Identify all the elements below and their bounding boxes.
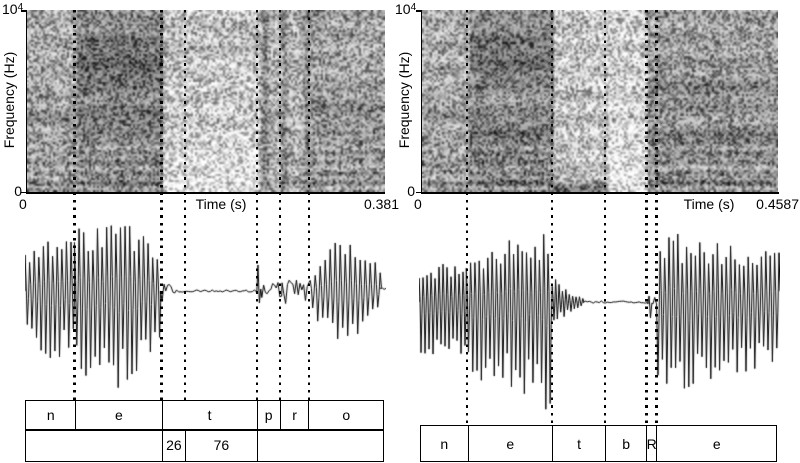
left-x-axis-title: Time (s) bbox=[195, 196, 247, 212]
right-segment-cell: e bbox=[656, 426, 776, 461]
right-y-max-exponent: 4 bbox=[410, 2, 417, 13]
left-segment-boundary-dotted-line bbox=[73, 10, 76, 400]
left-x-end-label: 0.381 bbox=[363, 196, 399, 212]
left-segment-boundary-dotted-line bbox=[307, 10, 311, 400]
left-x-axis-line bbox=[25, 192, 385, 194]
right-segment-boundary-dotted-line bbox=[550, 10, 554, 425]
right-segment-boundary-dotted-line bbox=[655, 10, 658, 425]
right-segment-cell: t bbox=[552, 426, 605, 461]
left-y-axis-bottom-tick bbox=[21, 191, 26, 194]
left-segment-boundary-dotted-line bbox=[278, 10, 282, 400]
right-x-start-label: 0 bbox=[414, 196, 422, 212]
left-waveform-canvas bbox=[25, 220, 386, 401]
right-segment-cell: b bbox=[605, 426, 646, 461]
right-segment-boundary-dotted-line bbox=[603, 10, 607, 425]
left-y-min-label: 0 bbox=[14, 183, 22, 199]
left-segment-cell bbox=[256, 430, 384, 461]
right-y-axis-title: Frequency (Hz) bbox=[396, 51, 412, 149]
right-y-axis-bottom-tick bbox=[416, 191, 421, 194]
left-segment-cell: p bbox=[256, 400, 280, 430]
left-y-max-exponent: 4 bbox=[17, 2, 24, 13]
left-segment-cell: 76 bbox=[185, 430, 256, 461]
right-waveform-canvas bbox=[419, 222, 780, 425]
left-x-start-label: 0 bbox=[19, 196, 27, 212]
left-label-tier-values: 26 76 bbox=[25, 429, 385, 462]
left-y-max-label: 104 bbox=[2, 1, 24, 17]
right-segment-cell: R bbox=[646, 426, 657, 461]
left-segment-cell: t bbox=[161, 400, 257, 430]
left-y-axis-top-tick bbox=[21, 10, 26, 12]
left-segment-boundary-dotted-line bbox=[255, 10, 259, 400]
right-segment-boundary-dotted-line bbox=[645, 10, 648, 425]
left-segment-cell: 26 bbox=[161, 430, 186, 461]
left-segment-cell bbox=[26, 430, 161, 461]
right-x-axis-line bbox=[420, 192, 779, 194]
left-segment-boundary-dotted-line bbox=[160, 10, 163, 400]
left-spectrogram-canvas bbox=[27, 10, 385, 192]
right-y-axis-top-tick bbox=[416, 10, 421, 12]
left-segment-cell: r bbox=[279, 400, 309, 430]
right-x-axis-title: Time (s) bbox=[683, 196, 735, 212]
left-segment-cell: o bbox=[308, 400, 383, 430]
right-segment-cell: n bbox=[440, 435, 449, 452]
right-y-axis-line bbox=[420, 10, 423, 194]
left-y-axis-title: Frequency (Hz) bbox=[1, 51, 17, 149]
right-y-max-label: 104 bbox=[395, 1, 417, 17]
right-x-end-label: 0.4587 bbox=[756, 196, 799, 212]
left-segment-cell: n bbox=[46, 407, 55, 423]
left-segment-cell: e bbox=[75, 400, 161, 430]
left-segment-boundary-dotted-line bbox=[183, 10, 187, 400]
right-segment-cell: e bbox=[467, 426, 553, 461]
left-y-axis-line bbox=[25, 10, 28, 194]
right-segment-boundary-dotted-line bbox=[465, 10, 469, 425]
right-spectrogram-canvas bbox=[422, 10, 778, 192]
right-y-min-label: 0 bbox=[407, 183, 415, 199]
